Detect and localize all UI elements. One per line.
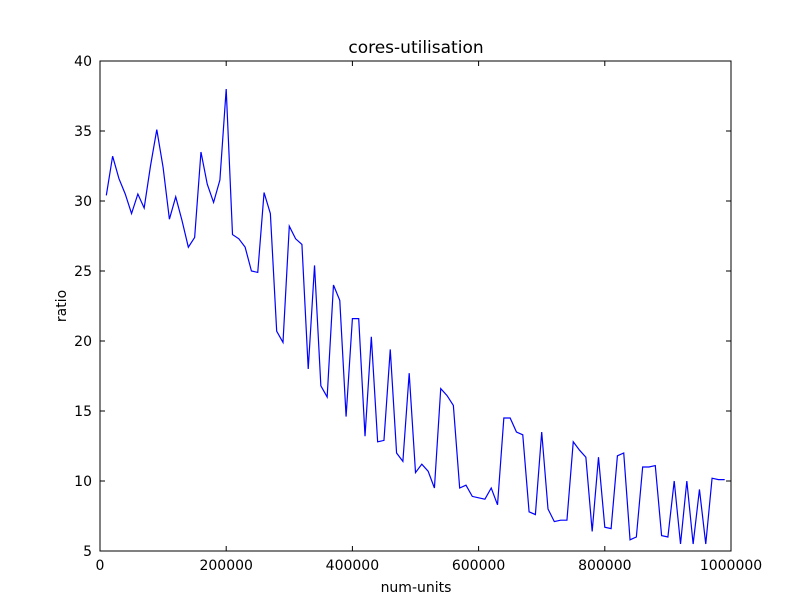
x-tick-label: 800000 <box>578 558 631 574</box>
y-tick-label: 10 <box>74 474 92 490</box>
y-tick-label: 15 <box>74 404 92 420</box>
y-tick-label: 35 <box>74 124 92 140</box>
plot-frame <box>99 60 732 552</box>
y-axis-label: ratio <box>54 290 70 322</box>
x-tick-label: 600000 <box>452 558 505 574</box>
y-axis: 5 10 15 20 25 30 35 40 <box>74 54 731 560</box>
y-tick-label: 30 <box>74 194 92 210</box>
x-tick-label: 0 <box>96 558 105 574</box>
x-tick-label: 1000000 <box>700 558 762 574</box>
chart-title: cores-utilisation <box>348 38 483 58</box>
series-line <box>105 88 725 545</box>
x-axis: 0 200000 400000 600000 800000 1000000 <box>96 61 762 574</box>
x-tick-label: 200000 <box>199 558 252 574</box>
y-tick-label: 25 <box>74 264 92 280</box>
y-tick-label: 40 <box>74 54 92 70</box>
x-axis-label: num-units <box>381 580 452 596</box>
y-tick-label: 5 <box>83 544 92 560</box>
x-tick-label: 400000 <box>326 558 379 574</box>
y-tick-label: 20 <box>74 334 92 350</box>
